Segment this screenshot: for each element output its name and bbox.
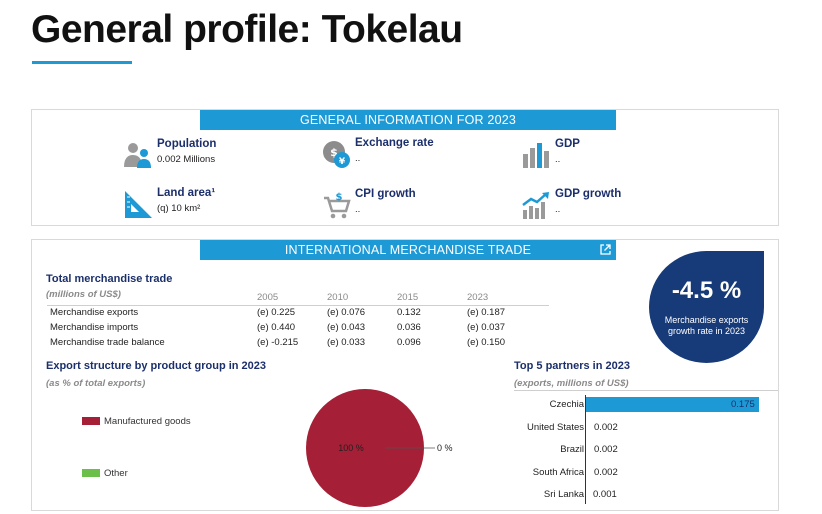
- general-information-panel: GENERAL INFORMATION FOR 2023 Population …: [31, 109, 779, 226]
- export-structure-pie-chart: 100 % 0 %: [306, 389, 453, 507]
- row-value: (e) 0.043: [327, 322, 366, 333]
- legend-swatch-manufactured: [82, 417, 100, 426]
- land-area-value: (q) 10 km²: [157, 203, 201, 214]
- table-row: Merchandise trade balance (e) -0.215 (e)…: [47, 335, 549, 350]
- partner-name: South Africa: [532, 466, 584, 478]
- row-value: (e) 0.187: [464, 304, 549, 320]
- row-value: (e) 0.076: [324, 304, 394, 320]
- gdp-growth-value: ..: [555, 204, 561, 215]
- partner-row: Brazil 0.002: [514, 442, 778, 458]
- cpi-growth-value: ..: [355, 204, 361, 215]
- legend-manufactured-goods: Manufactured goods: [82, 416, 191, 428]
- land-area-label: Land area¹: [157, 187, 216, 199]
- export-growth-label-line2: growth rate in 2023: [667, 326, 746, 336]
- legend-other: Other: [82, 468, 128, 480]
- partner-name: United States: [526, 421, 584, 433]
- row-value: (e) 0.150: [467, 337, 506, 348]
- exchange-rate-label: Exchange rate: [355, 137, 434, 149]
- row-value: 0.096: [397, 337, 421, 348]
- title-underline: [32, 61, 132, 64]
- export-growth-value: -4.5 %: [671, 277, 742, 304]
- row-value: 0.132: [394, 304, 464, 320]
- pie-slice-0: [306, 389, 424, 507]
- table-row: Merchandise imports (e) 0.440 (e) 0.043 …: [47, 320, 549, 335]
- legend-label: Manufactured goods: [104, 416, 191, 427]
- exchange-rate-icon: $ ¥: [323, 141, 350, 168]
- row-value: (e) 0.037: [467, 322, 506, 333]
- partner-value: 0.002: [593, 444, 618, 455]
- gdp-label: GDP: [555, 138, 580, 150]
- total-trade-table: 2005 2010 2015 2023 Merchandise exports …: [47, 291, 549, 350]
- row-value: (e) 0.225: [254, 304, 324, 320]
- gdp-icon: [523, 143, 549, 168]
- partner-name: Sri Lanka: [543, 489, 584, 500]
- export-growth-label: Merchandise exports growth rate in 2023: [649, 315, 764, 337]
- gdp-growth-label: GDP growth: [555, 188, 622, 200]
- gdp-growth-icon: [522, 192, 549, 219]
- table-row: Merchandise exports (e) 0.225 (e) 0.076 …: [47, 304, 549, 320]
- table-header-row: 2005 2010 2015 2023: [47, 291, 549, 305]
- export-structure-title: Export structure by product group in 202…: [46, 360, 267, 372]
- merchandise-trade-panel: INTERNATIONAL MERCHANDISE TRADE Total me…: [31, 239, 779, 511]
- row-label: Merchandise exports: [47, 304, 254, 320]
- partners-title: Top 5 partners in 2023: [514, 360, 630, 372]
- pie-label-manufactured: 100 %: [338, 443, 364, 453]
- row-value: (e) -0.215: [257, 337, 299, 348]
- pie-label-other: 0 %: [437, 443, 453, 453]
- export-growth-label-line1: Merchandise exports: [664, 315, 749, 325]
- partner-row: Czechia 0.175: [514, 397, 778, 413]
- partner-name: Brazil: [560, 444, 584, 455]
- row-value: (e) 0.033: [327, 337, 366, 348]
- row-label: Merchandise imports: [50, 322, 139, 333]
- partner-row: Sri Lanka 0.001: [514, 487, 778, 503]
- partner-name: Czechia: [549, 399, 584, 410]
- table-header-year: 2023: [467, 292, 489, 304]
- partner-value: 0.002: [593, 466, 618, 478]
- table-header-empty: [47, 291, 254, 305]
- cpi-growth-icon: $: [324, 192, 351, 219]
- total-trade-subtitle: (millions of US$): [46, 289, 121, 300]
- gdp-value: ..: [555, 154, 561, 165]
- table-header-year: 2015: [397, 292, 419, 304]
- partner-row: South Africa 0.002: [514, 465, 778, 481]
- legend-label: Other: [104, 468, 128, 479]
- partner-value: 0.001: [592, 489, 617, 500]
- partner-row: United States 0.002: [514, 420, 778, 436]
- partner-bar: [586, 397, 759, 412]
- export-growth-badge: -4.5 % Merchandise exports growth rate i…: [649, 251, 764, 363]
- merchandise-trade-header: INTERNATIONAL MERCHANDISE TRADE: [200, 240, 616, 260]
- export-structure-subtitle: (as % of total exports): [46, 378, 146, 389]
- partners-subtitle: (exports, millions of US$): [514, 378, 629, 389]
- exchange-rate-value: ..: [355, 153, 361, 164]
- partners-divider: [514, 390, 778, 391]
- population-icon: [124, 143, 151, 168]
- table-header-year: 2005: [257, 292, 279, 304]
- partners-bar-axis: [585, 395, 586, 504]
- svg-text:¥: ¥: [339, 157, 346, 167]
- merchandise-trade-header-label: INTERNATIONAL MERCHANDISE TRADE: [284, 243, 532, 257]
- population-label: Population: [157, 138, 217, 150]
- external-link-icon[interactable]: [600, 244, 611, 255]
- table-header-year: 2010: [327, 292, 349, 304]
- land-area-icon: [125, 191, 152, 218]
- svg-text:$: $: [336, 192, 343, 203]
- legend-swatch-other: [82, 469, 100, 478]
- population-value: 0.002 Millions: [157, 154, 216, 165]
- total-trade-title: Total merchandise trade: [46, 273, 173, 285]
- partner-value: 0.002: [593, 421, 618, 433]
- general-information-header: GENERAL INFORMATION FOR 2023: [200, 110, 616, 130]
- svg-text:$: $: [330, 146, 338, 159]
- partner-value: 0.175: [731, 399, 755, 410]
- cpi-growth-label: CPI growth: [355, 188, 416, 200]
- row-label: Merchandise trade balance: [50, 337, 165, 348]
- row-value: (e) 0.440: [257, 322, 296, 333]
- row-value: 0.036: [397, 322, 421, 333]
- page-title: General profile: Tokelau: [31, 8, 463, 51]
